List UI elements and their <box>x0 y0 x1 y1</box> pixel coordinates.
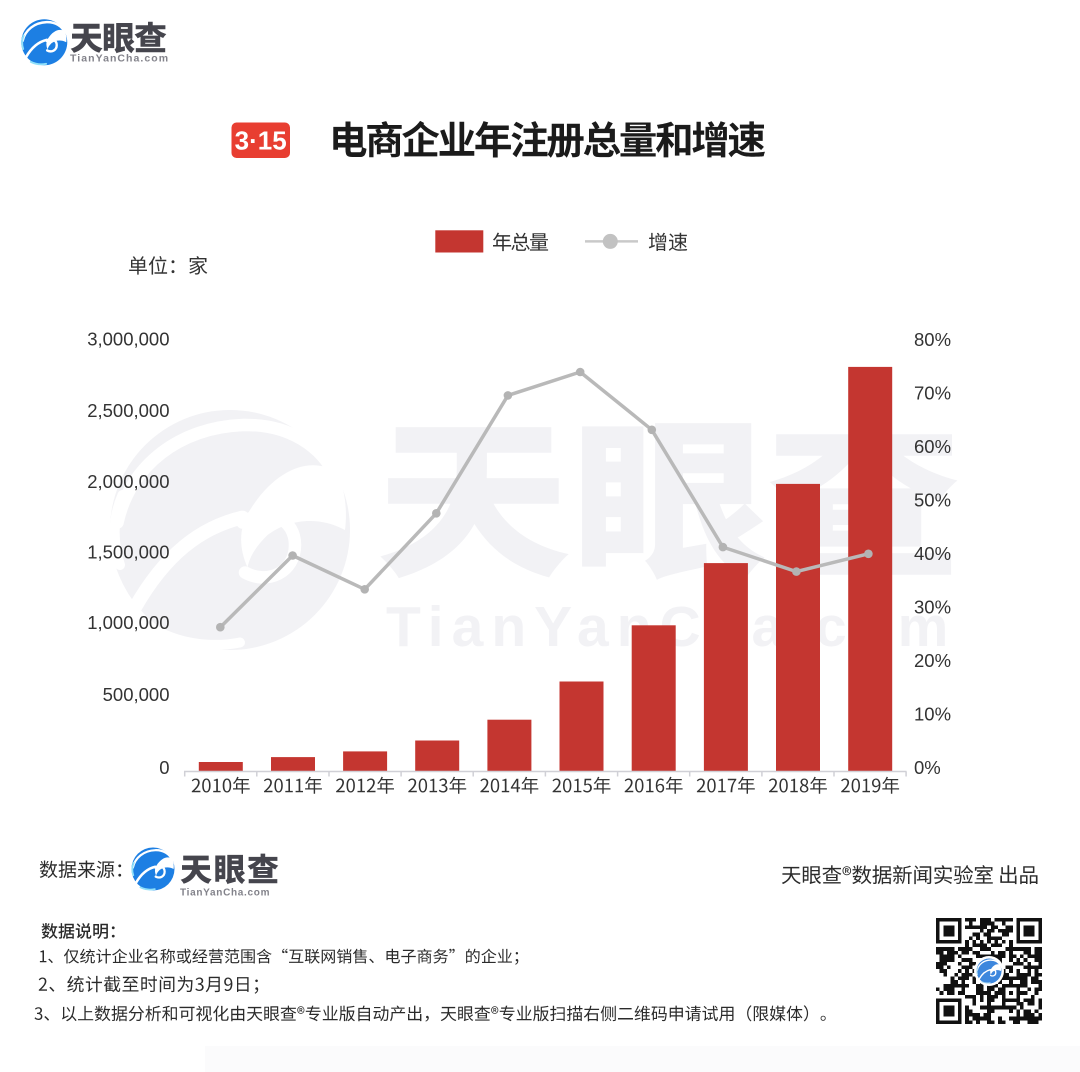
svg-text:0%: 0% <box>914 757 941 778</box>
svg-text:40%: 40% <box>914 543 951 564</box>
svg-text:TianYanCha.com: TianYanCha.com <box>70 53 169 65</box>
svg-text:10%: 10% <box>914 703 951 724</box>
svg-text:80%: 80% <box>914 329 951 350</box>
svg-text:30%: 30% <box>914 596 951 617</box>
svg-text:1,000,000: 1,000,000 <box>87 612 169 633</box>
svg-text:70%: 70% <box>914 382 951 403</box>
svg-text:2,000,000: 2,000,000 <box>87 471 169 492</box>
svg-text:3·15: 3·15 <box>235 126 287 156</box>
svg-text:TianYanCha.com: TianYanCha.com <box>180 888 270 899</box>
svg-text:60%: 60% <box>914 436 951 457</box>
svg-text:1,500,000: 1,500,000 <box>87 542 169 563</box>
svg-text:0: 0 <box>159 757 169 778</box>
svg-text:50%: 50% <box>914 489 951 510</box>
svg-text:500,000: 500,000 <box>103 684 170 705</box>
svg-text:20%: 20% <box>914 650 951 671</box>
svg-text:3,000,000: 3,000,000 <box>87 328 169 349</box>
svg-text:2,500,000: 2,500,000 <box>87 400 169 421</box>
